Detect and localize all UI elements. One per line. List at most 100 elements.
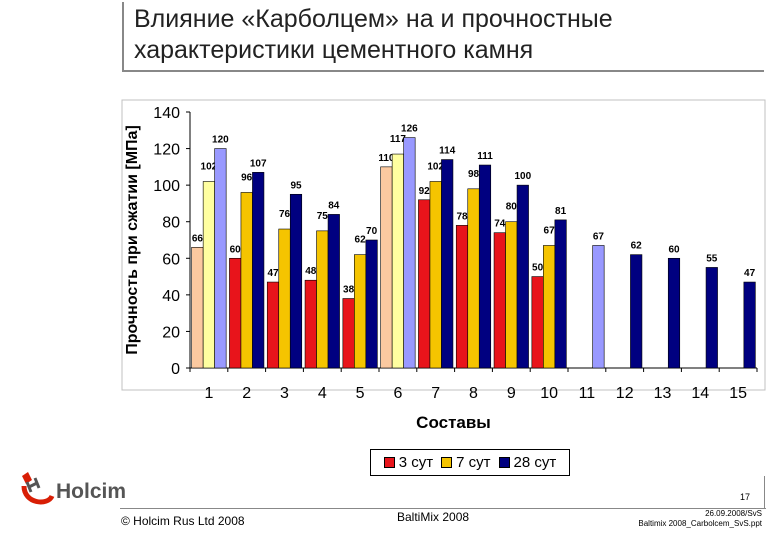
legend-label-28-days: 28 сут xyxy=(513,454,557,471)
data-label: 47 xyxy=(744,268,756,279)
bar xyxy=(202,181,215,369)
title-block: Влияние «Карболцем» на и прочностные хар… xyxy=(122,2,764,72)
y-tick-label: 60 xyxy=(162,251,180,268)
data-label: 67 xyxy=(544,225,556,236)
bar xyxy=(531,276,544,369)
legend-swatch-3-days xyxy=(383,457,395,468)
legend-label-3-days: 3 сут xyxy=(398,454,434,471)
data-label: 92 xyxy=(419,186,431,197)
x-tick-label: 5 xyxy=(356,385,365,402)
legend-swatch-28-days xyxy=(498,457,510,468)
x-tick-label: 14 xyxy=(691,385,709,402)
legend-item-7-days: 7 сут xyxy=(441,454,491,471)
bar xyxy=(493,232,506,369)
x-tick-label: 12 xyxy=(616,385,634,402)
data-label: 67 xyxy=(593,231,605,242)
data-label: 102 xyxy=(427,161,444,172)
data-label: 62 xyxy=(631,241,643,252)
bar xyxy=(229,257,242,369)
legend-label-7-days: 7 сут xyxy=(456,454,491,471)
x-tick-label: 8 xyxy=(469,385,478,402)
bar xyxy=(191,247,204,369)
data-label: 60 xyxy=(668,244,680,255)
data-label: 74 xyxy=(494,219,506,230)
data-label: 75 xyxy=(317,211,329,222)
x-tick-label: 6 xyxy=(393,385,402,402)
x-tick-label: 1 xyxy=(204,385,213,402)
y-tick-label: 80 xyxy=(162,215,180,232)
footer-file-info: 26.09.2008/SvS Baltimix 2008_Carbolcem_S… xyxy=(638,509,762,528)
data-label: 117 xyxy=(390,134,407,145)
data-label: 107 xyxy=(250,158,267,169)
data-label: 70 xyxy=(366,226,378,237)
data-label: 66 xyxy=(192,233,204,244)
data-label: 95 xyxy=(290,180,302,191)
legend-item-28-days: 28 сут xyxy=(498,454,557,471)
bar xyxy=(705,267,718,369)
data-label: 60 xyxy=(230,244,242,255)
footer-divider xyxy=(120,508,766,509)
bar xyxy=(543,245,556,369)
bar xyxy=(403,137,416,369)
page-number: 17 xyxy=(740,492,751,502)
y-tick-label: 40 xyxy=(162,288,180,305)
x-tick-label: 13 xyxy=(654,385,672,402)
y-tick-label: 140 xyxy=(153,105,180,122)
data-label: 76 xyxy=(279,209,291,220)
bar xyxy=(592,245,605,369)
bar xyxy=(418,199,431,369)
x-tick-label: 9 xyxy=(507,385,516,402)
bar xyxy=(505,221,518,369)
data-label: 78 xyxy=(456,211,468,222)
footer-copyright: © Holcim Rus Ltd 2008 xyxy=(121,514,245,528)
bar xyxy=(316,230,329,369)
data-label: 120 xyxy=(212,135,229,146)
data-label: 110 xyxy=(378,153,395,164)
bar xyxy=(391,153,404,369)
data-label: 81 xyxy=(555,206,567,217)
bar xyxy=(516,184,529,369)
holcim-logo-icon xyxy=(21,472,55,505)
data-label: 126 xyxy=(401,124,418,135)
chart-legend: 3 сут 7 сут 28 сут xyxy=(370,449,570,476)
data-label: 48 xyxy=(305,266,317,277)
data-label: 80 xyxy=(506,202,518,213)
x-tick-label: 2 xyxy=(242,385,251,402)
y-tick-label: 0 xyxy=(171,361,180,378)
data-label: 100 xyxy=(514,171,531,182)
bar xyxy=(630,254,643,369)
data-label: 47 xyxy=(267,268,279,279)
holcim-logo-text: Holcim xyxy=(56,480,127,503)
bar xyxy=(429,181,442,369)
bar xyxy=(342,298,355,369)
bar xyxy=(455,225,469,369)
y-tick-label: 20 xyxy=(162,324,180,341)
bar xyxy=(289,193,303,369)
data-label: 111 xyxy=(477,151,493,162)
x-tick-label: 11 xyxy=(579,385,596,402)
bar xyxy=(365,239,378,369)
data-label: 55 xyxy=(706,253,718,264)
bar xyxy=(354,254,367,369)
bar xyxy=(667,257,681,369)
data-label: 114 xyxy=(439,146,456,157)
bar xyxy=(380,166,393,369)
y-tick-label: 100 xyxy=(153,178,180,195)
footer-event: BaltiMix 2008 xyxy=(397,510,470,524)
legend-swatch-7-days xyxy=(441,457,453,468)
bar xyxy=(252,172,265,369)
bar xyxy=(441,159,454,369)
bar xyxy=(240,192,253,369)
bar xyxy=(327,214,340,369)
bar xyxy=(278,228,291,369)
x-tick-label: 7 xyxy=(431,385,440,402)
bar xyxy=(304,279,317,369)
x-axis-title: Составы xyxy=(416,413,491,432)
data-label: 62 xyxy=(355,235,367,246)
plot-frame xyxy=(121,99,766,391)
x-tick-label: 10 xyxy=(540,385,558,402)
x-tick-label: 15 xyxy=(729,385,747,402)
footer-divider-tick xyxy=(764,476,765,508)
data-label: 102 xyxy=(201,161,218,172)
